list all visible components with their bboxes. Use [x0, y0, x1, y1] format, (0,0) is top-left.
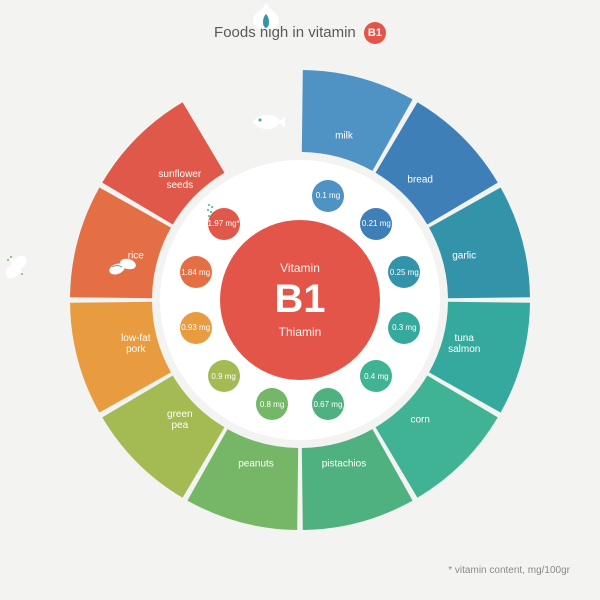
value-dot-pork: 0.93 mg	[180, 312, 212, 344]
value-dot-sunflower: 1.97 mg*	[208, 208, 240, 240]
title-badge: B1	[364, 22, 386, 44]
value-dot-bread: 0.21 mg	[360, 208, 392, 240]
value-dot-greenpea: 0.9 mg	[208, 360, 240, 392]
value-dot-rice: 1.84 mg	[180, 256, 212, 288]
value-dot-milk: 0.1 mg	[312, 180, 344, 212]
center-top-label: Vitamin	[280, 261, 320, 275]
title-prefix: Foods high in vitamin	[214, 24, 356, 41]
page-title: Foods high in vitamin B1	[0, 22, 600, 44]
center-circle: Vitamin B1 Thiamin	[220, 220, 380, 380]
center-bottom-label: Thiamin	[279, 325, 322, 339]
center-main-label: B1	[274, 279, 325, 319]
footnote-text: * vitamin content, mg/100gr	[448, 565, 570, 576]
